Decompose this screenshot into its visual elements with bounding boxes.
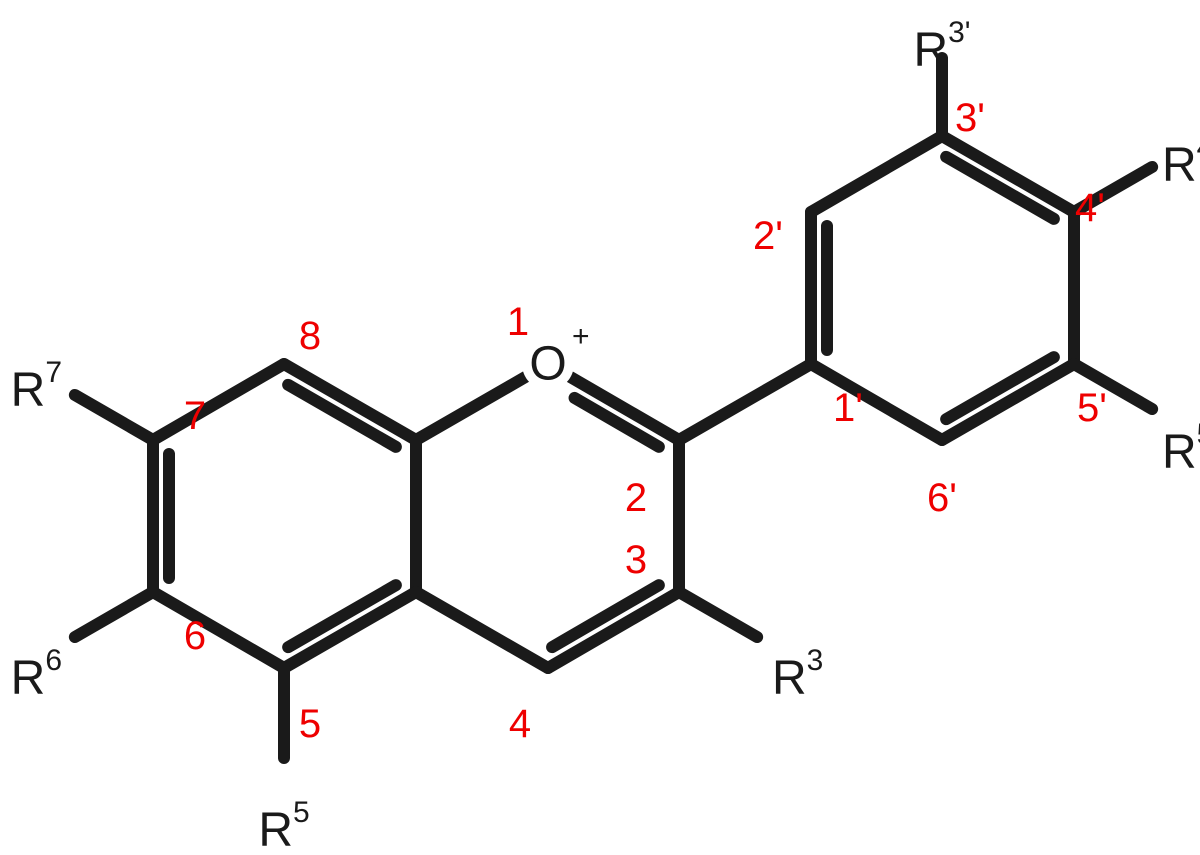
substituent-label-R7: R7 [11,356,62,417]
substituent-label-R5prime: R5' [1162,418,1200,479]
position-label: 1' [833,386,863,430]
position-label: 1 [507,300,529,344]
substituent-label-R3: R3 [772,644,823,705]
svg-text:R7: R7 [11,356,62,417]
svg-text:R6: R6 [11,644,62,705]
position-label: 3' [955,96,985,140]
position-label: 7 [184,394,206,438]
svg-text:+: + [572,320,590,353]
substituent-label-R5: R5 [258,796,309,855]
anthocyanidin-structure-diagram: O+ R3 R5 R6 R7 R3' R4' R5' 1 2 3 4 5 6 7 8 1' 2' 3' 4' 5' 6' [0,0,1200,855]
position-label: 4' [1075,186,1105,230]
svg-text:R5: R5 [258,796,309,855]
substituent-label-R6: R6 [11,644,62,705]
position-label: 6' [927,476,957,520]
svg-text:R5': R5' [1162,418,1200,479]
substituent-label-R3prime: R3' [913,16,970,77]
svg-text:R4': R4' [1162,131,1200,192]
position-label: 8 [299,314,321,358]
position-label: 5 [299,702,321,746]
svg-text:O: O [529,338,566,391]
position-label: 2' [753,214,783,258]
position-label: 5' [1077,386,1107,430]
svg-text:R3': R3' [913,16,970,77]
position-label: 3 [625,538,647,582]
substituent-label-R4prime: R4' [1162,131,1200,192]
position-label: 6 [184,614,206,658]
svg-text:R3: R3 [772,644,823,705]
position-label: 2 [625,476,647,520]
position-label: 4 [509,702,531,746]
